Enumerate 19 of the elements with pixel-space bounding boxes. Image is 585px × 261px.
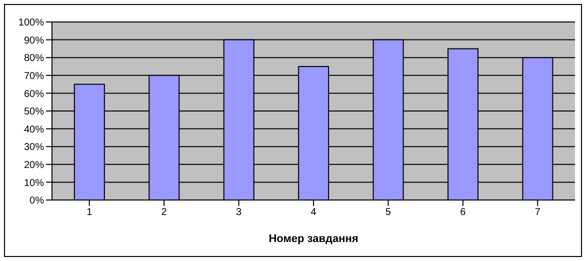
x-tick-label: 2 [161, 207, 168, 218]
y-tick-label: 0% [30, 196, 44, 207]
y-tick-label: 90% [24, 35, 44, 46]
x-tick-label: 5 [385, 207, 392, 218]
x-tick-label: 6 [460, 207, 466, 218]
x-axis-title: Номер завдання [268, 233, 358, 245]
y-tick-label: 70% [24, 70, 44, 82]
y-tick-label: 20% [24, 160, 44, 171]
y-tick-label: 10% [24, 178, 44, 189]
y-tick-label: 40% [24, 124, 44, 136]
y-tick-label: 80% [24, 53, 44, 64]
x-tick-label: 4 [310, 207, 317, 218]
y-tick-label: 100% [18, 18, 44, 29]
x-tick-label: 1 [86, 207, 93, 218]
x-tick-label: 3 [236, 207, 242, 218]
y-tick-label: 60% [24, 88, 44, 100]
y-tick-label: 30% [24, 142, 44, 154]
y-tick-label: 50% [24, 106, 44, 118]
x-tick-label: 7 [534, 207, 541, 218]
